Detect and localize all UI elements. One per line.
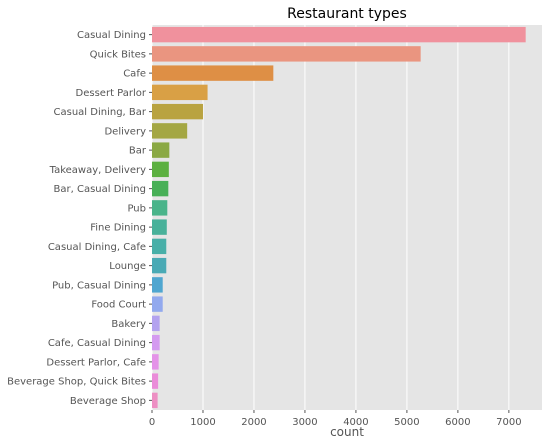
x-tick-label: 1000 [190,417,215,428]
y-tick-label: Cafe, Casual Dining [48,338,146,349]
y-tick-label: Casual Dining [77,30,146,41]
y-tick-labels: Casual Dining Quick Bites Cafe Dessert Parl… [7,30,152,407]
x-tick-label: 6000 [445,417,470,428]
bar [152,257,167,274]
bar [152,334,160,351]
x-tick-label: 5000 [394,417,419,428]
x-axis-label: count [330,425,364,439]
y-tick-label: Dessert Parlor [76,88,147,99]
y-tick-label: Pub, Casual Dining [52,280,146,291]
bar [152,65,274,81]
bar [152,46,421,62]
x-tick-label: 4000 [343,417,368,428]
y-tick-label: Bakery [111,319,146,330]
bar [152,26,526,43]
y-tick-label: Quick Bites [90,49,146,60]
bar [152,200,168,216]
bar [152,142,170,158]
y-tick-label: Casual Dining, Cafe [48,242,146,253]
y-tick-label: Cafe [123,69,146,80]
bar [152,392,158,409]
plot-background [152,25,542,410]
bars [152,26,526,409]
bar [152,84,208,101]
bar [152,161,169,178]
bar [152,296,163,312]
y-tick-label: Fine Dining [90,223,146,234]
y-tick-label: Food Court [91,300,146,311]
y-tick-label: Bar [129,146,147,157]
bar [152,123,188,139]
y-tick-label: Takeaway, Delivery [49,165,146,176]
bar [152,315,160,332]
bar [152,277,163,293]
x-tick-label: 7000 [496,417,521,428]
bar [152,238,167,255]
x-tick-labels: 0 1000 2000 3000 4000 5000 6000 7000 [149,410,522,428]
x-tick-label: 3000 [292,417,317,428]
y-tick-label: Lounge [109,261,146,272]
chart-title: Restaurant types [287,6,407,22]
bar [152,354,159,370]
y-tick-label: Pub [127,203,146,214]
y-tick-label: Dessert Parlor, Cafe [46,357,146,368]
y-tick-label: Casual Dining, Bar [54,107,147,118]
x-tick-label: 2000 [241,417,266,428]
y-tick-label: Bar, Casual Dining [54,184,146,195]
bar [152,219,167,235]
bar [152,373,159,389]
y-tick-label: Beverage Shop [70,396,146,407]
y-tick-label: Delivery [104,126,146,137]
x-tick-label: 0 [149,417,155,428]
y-tick-label: Beverage Shop, Quick Bites [7,377,146,388]
bar [152,103,203,120]
bar [152,180,169,197]
